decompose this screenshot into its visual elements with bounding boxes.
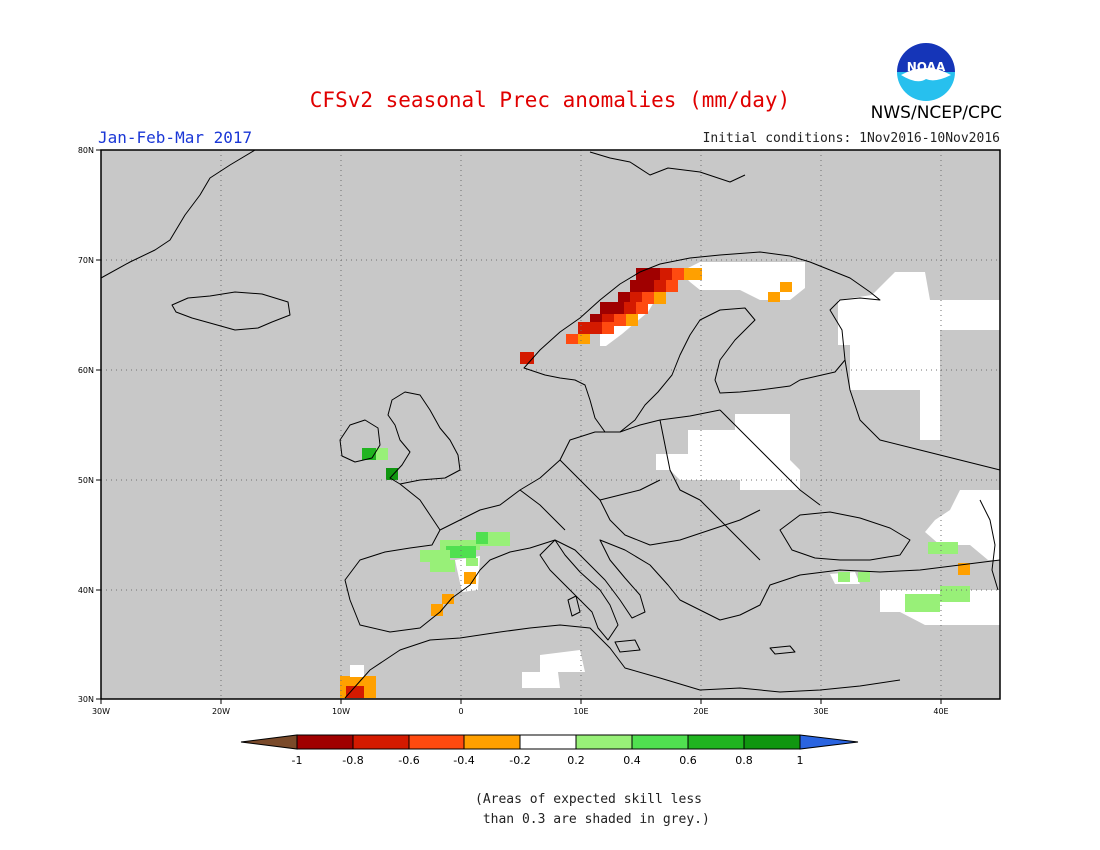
lon-tick-label: 10W	[332, 707, 350, 716]
noaa-logo-text: NOAA	[907, 60, 946, 74]
map-title: CFSv2 seasonal Prec anomalies (mm/day)	[309, 88, 791, 112]
lat-tick-label: 50N	[78, 476, 94, 485]
negative-anomaly-cells	[340, 268, 970, 698]
lon-tick-label: 0	[458, 707, 463, 716]
lon-tick-label: 30E	[813, 707, 828, 716]
forecast-period: Jan-Feb-Mar 2017	[98, 128, 253, 147]
lat-tick-label: 80N	[78, 146, 94, 155]
initial-conditions: Initial conditions: 1Nov2016-10Nov2016	[702, 131, 1000, 146]
lon-tick-label: 30W	[92, 707, 110, 716]
lat-tick-label: 70N	[78, 256, 94, 265]
noaa-logo: NOAA	[895, 41, 957, 103]
coastlines	[100, 149, 1001, 699]
lon-tick-label: 40E	[933, 707, 948, 716]
lon-tick-label: 20E	[693, 707, 708, 716]
positive-anomaly-cells	[362, 448, 970, 612]
agency-label: NWS/NCEP/CPC	[870, 103, 1002, 123]
map-background	[101, 150, 1000, 699]
skill-footnote: (Areas of expected skill less than 0.3 a…	[475, 792, 710, 827]
lon-ticks	[100, 699, 942, 704]
lat-tick-label: 40N	[78, 586, 94, 595]
lat-tick-label: 60N	[78, 366, 94, 375]
lon-tick-label: 10E	[573, 707, 588, 716]
map-frame	[100, 149, 1001, 700]
lon-tick-label: 20W	[212, 707, 230, 716]
lat-tick-label: 30N	[78, 695, 94, 704]
lat-ticks	[96, 149, 101, 700]
